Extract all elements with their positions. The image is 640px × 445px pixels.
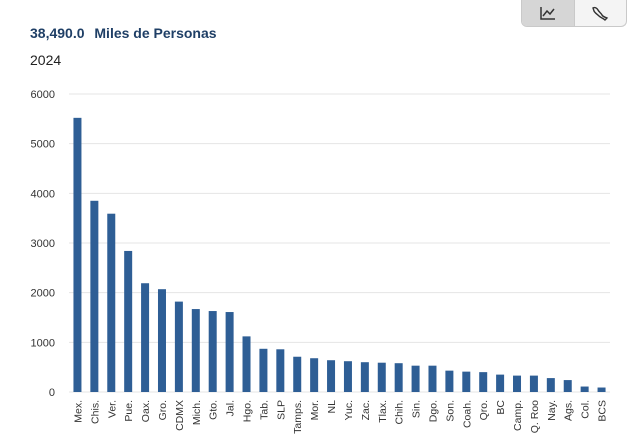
y-tick-label: 6000 — [31, 89, 55, 101]
bar — [343, 361, 352, 392]
bar — [360, 362, 369, 392]
map-view-button[interactable] — [575, 0, 627, 26]
bar — [496, 374, 505, 392]
bar — [259, 348, 268, 392]
x-tick-label: Hgo. — [242, 400, 254, 422]
x-tick-label: Sin. — [411, 400, 423, 418]
x-tick-label: Jal. — [225, 400, 237, 416]
x-tick-label: Mex. — [72, 400, 84, 423]
x-tick-label: Tamps. — [292, 400, 304, 434]
bar — [563, 380, 572, 392]
bar — [597, 387, 606, 392]
x-tick-label: NL — [326, 400, 338, 414]
x-tick-label: Zac. — [360, 400, 372, 420]
x-tick-label: Gto. — [208, 400, 220, 420]
x-tick-label: Gro. — [157, 400, 169, 420]
bar — [174, 301, 183, 392]
x-tick-label: Ver. — [106, 400, 118, 418]
x-tick-label: Oax. — [140, 400, 152, 422]
bar — [124, 250, 133, 392]
bar — [529, 375, 538, 392]
x-tick-label: Dgo. — [427, 400, 439, 422]
bar — [479, 372, 488, 392]
x-tick-label: Q. Roo — [529, 400, 541, 433]
bar — [411, 365, 420, 392]
bar — [276, 349, 285, 392]
y-tick-label: 5000 — [31, 139, 55, 151]
bar — [90, 200, 99, 392]
x-tick-label: BCS — [597, 400, 609, 422]
bar — [580, 386, 589, 392]
y-tick-label: 3000 — [31, 238, 55, 250]
bar — [394, 363, 403, 392]
bar — [428, 365, 437, 392]
x-tick-label: Son. — [444, 400, 456, 422]
x-tick-label: BC — [495, 400, 507, 415]
x-tick-label: Camp. — [512, 400, 524, 431]
x-tick-label: Tlax. — [377, 400, 389, 423]
bar — [462, 371, 471, 392]
line-chart-view-button[interactable] — [522, 0, 575, 26]
year-label: 2024 — [30, 52, 62, 68]
total-headline: 38,490.0 Miles de Personas — [30, 25, 217, 41]
bar — [293, 356, 302, 392]
bar — [377, 362, 386, 392]
map-icon — [592, 6, 609, 21]
x-tick-label: Yuc. — [343, 400, 355, 420]
total-value: 38,490.0 — [30, 25, 85, 41]
bar — [73, 117, 82, 392]
bar — [225, 312, 234, 392]
y-tick-label: 1000 — [31, 337, 55, 349]
x-tick-label: Chih. — [394, 400, 406, 425]
bar — [546, 378, 555, 392]
x-tick-label: Pue. — [123, 400, 135, 422]
y-tick-label: 2000 — [31, 288, 55, 300]
line-chart-icon — [540, 7, 555, 20]
x-tick-label: Chis. — [89, 400, 101, 424]
bar — [191, 309, 200, 392]
bar — [445, 370, 454, 392]
y-tick-label: 0 — [49, 387, 55, 399]
x-tick-label: Qro. — [478, 400, 490, 420]
bar — [157, 289, 166, 392]
total-unit: Miles de Personas — [94, 25, 217, 41]
bar — [513, 375, 522, 392]
bar — [242, 336, 251, 392]
x-tick-label: Mor. — [309, 400, 321, 420]
bar — [310, 358, 319, 392]
x-tick-label: Nay. — [546, 400, 558, 421]
x-tick-label: SLP — [275, 400, 287, 420]
y-tick-label: 4000 — [31, 188, 55, 200]
x-tick-label: Mich. — [191, 400, 203, 425]
bar — [107, 213, 116, 392]
bar — [141, 283, 150, 392]
x-tick-label: CDMX — [174, 400, 186, 431]
x-tick-label: Ags. — [563, 400, 575, 421]
view-toggle — [521, 0, 627, 27]
bar — [327, 360, 336, 392]
bar — [208, 311, 217, 392]
x-tick-label: Col. — [580, 400, 592, 419]
x-tick-label: Coah. — [461, 400, 473, 428]
x-tick-label: Tab. — [258, 400, 270, 420]
